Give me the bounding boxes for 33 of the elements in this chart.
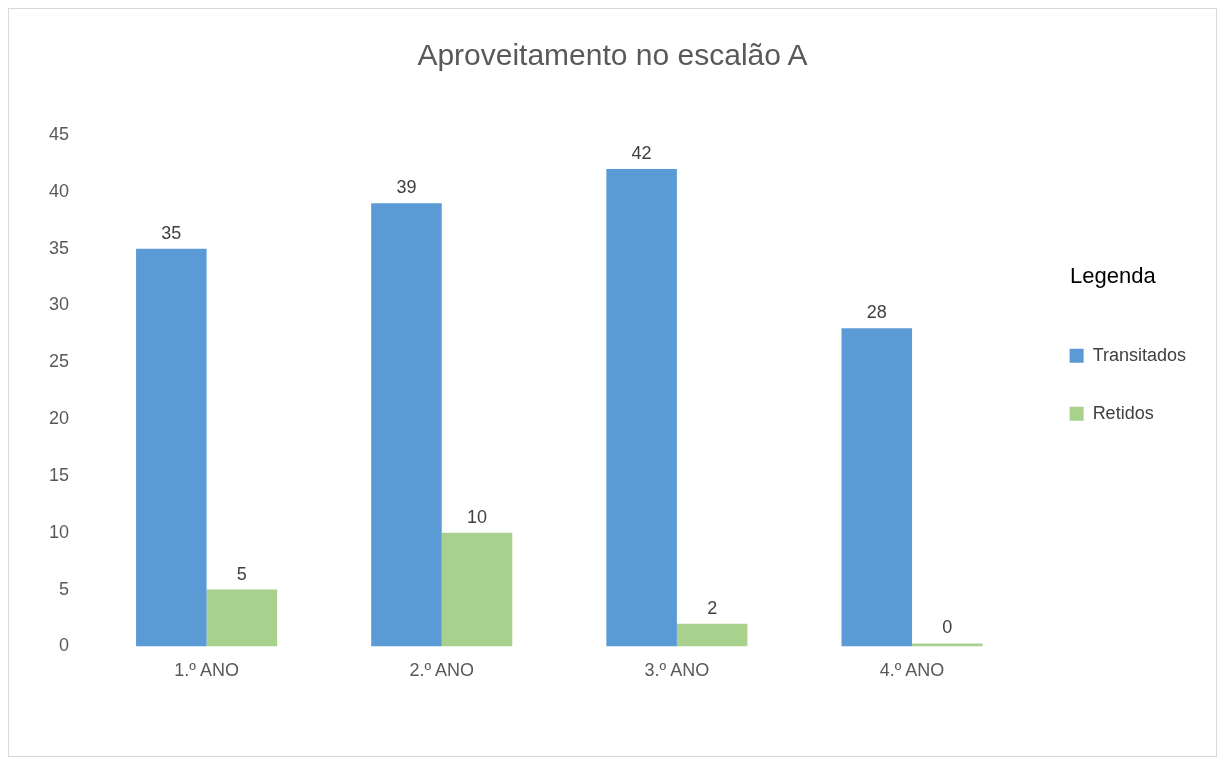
y-tick-label: 25 bbox=[48, 351, 70, 372]
data-label: 5 bbox=[236, 563, 247, 584]
y-tick-label: 35 bbox=[48, 237, 70, 258]
bar bbox=[676, 623, 748, 647]
bar bbox=[841, 328, 913, 647]
legend-label: Retidos bbox=[1092, 402, 1154, 423]
bar bbox=[441, 532, 513, 647]
legend-title: Legenda bbox=[1069, 263, 1157, 289]
x-tick-label: 2.º ANO bbox=[409, 660, 475, 681]
y-tick-label: 5 bbox=[59, 578, 70, 599]
data-label: 10 bbox=[467, 506, 488, 527]
data-label: 39 bbox=[396, 177, 417, 198]
data-label: 35 bbox=[161, 222, 182, 243]
data-label: 42 bbox=[631, 143, 652, 164]
bar bbox=[606, 169, 677, 647]
x-tick-label: 1.º ANO bbox=[174, 660, 239, 681]
y-tick-label: 45 bbox=[48, 123, 70, 144]
y-tick-label: 40 bbox=[48, 180, 70, 201]
bar bbox=[136, 248, 207, 647]
data-label: 28 bbox=[866, 302, 887, 323]
y-tick-label: 0 bbox=[59, 635, 70, 656]
y-tick-label: 10 bbox=[48, 521, 70, 542]
bar bbox=[371, 203, 442, 647]
x-tick-label: 3.º ANO bbox=[644, 660, 710, 681]
data-label: 2 bbox=[707, 597, 718, 618]
bar bbox=[206, 589, 278, 647]
y-tick-label: 30 bbox=[48, 294, 70, 315]
data-label: 0 bbox=[942, 617, 953, 638]
y-tick-label: 20 bbox=[48, 408, 70, 429]
y-tick-label: 15 bbox=[48, 464, 70, 485]
x-tick-label: 4.º ANO bbox=[879, 660, 945, 681]
chart-title: Aproveitamento no escalão A bbox=[417, 38, 808, 72]
legend-label: Transitados bbox=[1092, 344, 1186, 365]
